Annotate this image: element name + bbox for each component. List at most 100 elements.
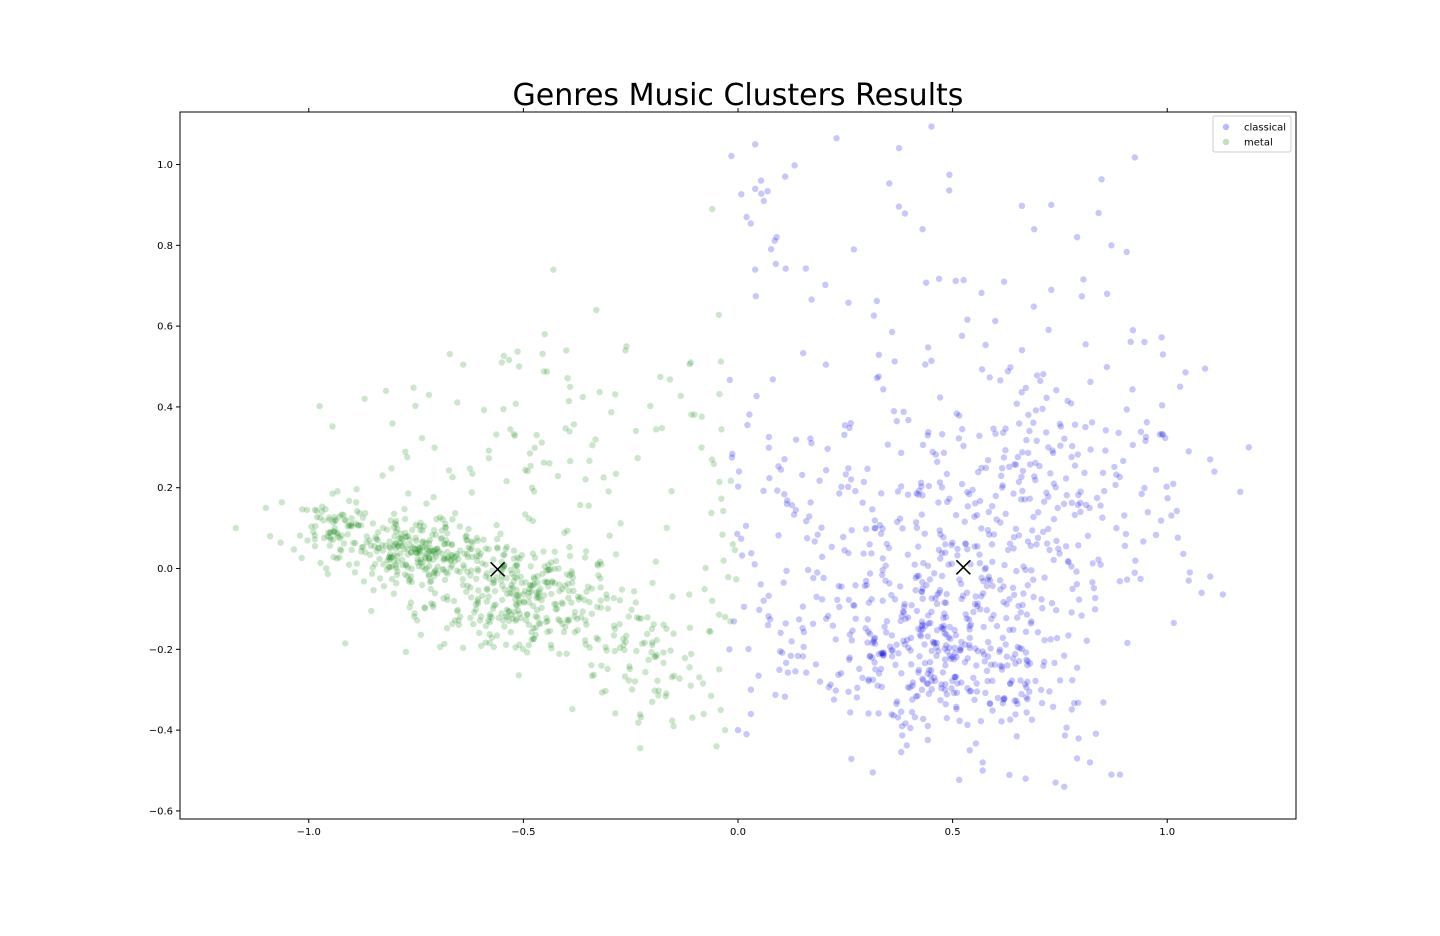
classical-point: [1074, 664, 1081, 671]
metal-point: [388, 575, 396, 583]
classical-point: [1055, 545, 1062, 552]
classical-point: [951, 674, 958, 681]
classical-point: [996, 646, 1004, 653]
metal-point: [443, 625, 451, 632]
metal-point: [311, 506, 319, 514]
metal-point: [729, 540, 736, 548]
classical-point: [958, 332, 966, 339]
classical-point: [919, 585, 926, 592]
metal-point: [713, 743, 720, 750]
classical-point: [1038, 596, 1045, 603]
metal-point: [525, 642, 533, 649]
classical-point: [834, 596, 841, 604]
classical-point: [938, 572, 946, 580]
metal-point: [518, 579, 525, 586]
classical-point: [943, 470, 951, 478]
metal-point: [702, 564, 709, 572]
metal-point: [632, 427, 640, 435]
metal-point: [313, 507, 320, 514]
metal-point: [440, 555, 447, 562]
metal-point: [389, 420, 396, 427]
metal-point: [395, 542, 402, 549]
classical-point: [840, 533, 847, 541]
classical-point: [865, 599, 873, 606]
metal-point: [449, 516, 456, 523]
metal-point: [535, 590, 542, 597]
metal-point: [506, 589, 514, 597]
metal-point: [476, 617, 484, 624]
metal-point: [468, 545, 475, 552]
classical-point: [900, 603, 908, 610]
metal-point: [495, 614, 502, 622]
metal-point: [463, 588, 470, 595]
classical-point: [997, 586, 1004, 593]
metal-point: [317, 559, 324, 567]
metal-point: [401, 545, 408, 553]
metal-point: [652, 653, 659, 661]
metal-point: [593, 603, 601, 611]
classical-point: [939, 625, 946, 632]
classical-point: [1008, 677, 1016, 684]
metal-point: [387, 545, 394, 552]
classical-point: [1141, 484, 1148, 492]
metal-point: [396, 535, 403, 542]
classical-point: [940, 625, 947, 633]
classical-point: [845, 688, 852, 695]
classical-point: [972, 500, 979, 507]
classical-point: [1108, 242, 1115, 249]
metal-point: [434, 545, 441, 552]
classical-point: [1041, 637, 1048, 644]
classical-point: [976, 560, 983, 567]
classical-point: [782, 620, 789, 627]
metal-point: [474, 547, 482, 555]
classical-point: [1049, 447, 1056, 454]
classical-point: [864, 465, 871, 472]
metal-point: [514, 568, 521, 575]
metal-point: [330, 519, 337, 526]
classical-point: [1159, 351, 1167, 358]
classical-point: [816, 477, 823, 484]
classical-point: [1089, 579, 1096, 586]
metal-point: [438, 527, 445, 534]
classical-point: [799, 625, 806, 632]
classical-point: [1030, 593, 1037, 601]
classical-point: [941, 686, 949, 693]
classical-point: [983, 582, 991, 590]
metal-point: [535, 594, 543, 601]
classical-point: [1073, 568, 1080, 575]
classical-point: [783, 500, 791, 507]
classical-point: [1002, 641, 1009, 648]
metal-point: [493, 521, 500, 529]
metal-point: [491, 588, 499, 595]
classical-point: [740, 603, 748, 610]
metal-point: [531, 554, 539, 561]
metal-point: [454, 399, 461, 406]
metal-point: [436, 514, 444, 521]
classical-point: [984, 677, 991, 685]
y-axis: −0.6−0.4−0.20.00.20.40.60.81.0: [149, 160, 180, 817]
classical-point: [1013, 400, 1020, 407]
classical-point: [1077, 488, 1084, 495]
classical-point: [929, 638, 937, 646]
classical-point: [846, 656, 853, 663]
classical-point: [813, 593, 820, 600]
metal-point: [651, 687, 658, 694]
metal-point: [397, 540, 404, 547]
classical-point: [898, 670, 905, 677]
metal-point: [514, 607, 522, 614]
classical-point: [1027, 461, 1034, 468]
y-tick-label: 0.4: [157, 402, 173, 413]
classical-point: [971, 543, 978, 550]
classical-point: [897, 583, 904, 590]
classical-point: [1030, 513, 1037, 521]
classical-point: [942, 642, 950, 649]
metal-point: [537, 585, 544, 592]
classical-point: [1036, 462, 1043, 470]
metal-point: [588, 672, 596, 680]
metal-point: [441, 540, 449, 548]
metal-point: [432, 531, 439, 538]
classical-point: [1174, 534, 1182, 541]
metal-point: [473, 575, 480, 582]
classical-point: [980, 651, 988, 658]
metal-point: [374, 529, 382, 536]
